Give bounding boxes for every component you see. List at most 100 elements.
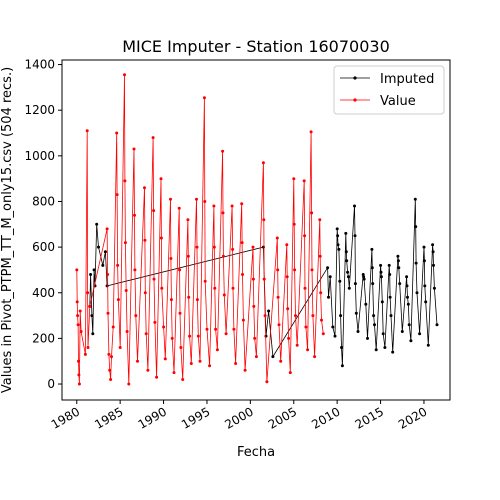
data-point [398, 282, 402, 286]
data-point [221, 149, 225, 153]
data-point [337, 247, 341, 251]
x-tick-label: 1980 [49, 404, 82, 431]
series-imputed [88, 197, 439, 368]
data-point [254, 355, 258, 359]
data-point [95, 222, 99, 226]
data-point [311, 314, 315, 318]
legend-imputed-marker [353, 76, 357, 80]
data-point [232, 327, 236, 331]
data-point [214, 327, 218, 331]
data-point [124, 289, 128, 292]
data-point [90, 314, 94, 318]
data-point [356, 330, 360, 333]
data-point [105, 227, 109, 231]
data-point [222, 293, 226, 297]
data-point [387, 263, 391, 267]
data-point [151, 136, 155, 140]
data-point [179, 346, 183, 349]
data-point [321, 332, 325, 336]
data-point [418, 332, 422, 336]
data-point [362, 275, 366, 279]
x-tick-label: 2000 [222, 404, 255, 431]
data-point [77, 373, 81, 377]
data-point [313, 355, 317, 359]
legend-value-label: Value [380, 94, 416, 109]
data-point [105, 284, 109, 288]
data-point [261, 161, 265, 165]
data-point [320, 318, 323, 322]
data-point [132, 147, 136, 151]
data-point [202, 96, 206, 100]
data-point [107, 352, 111, 356]
data-point [241, 273, 244, 276]
data-point [196, 334, 200, 338]
data-point [77, 382, 81, 386]
x-tick-label: 1995 [179, 404, 212, 431]
data-point [379, 263, 383, 267]
data-point [86, 346, 90, 349]
data-point [364, 302, 368, 306]
data-point [423, 284, 427, 288]
data-point [195, 197, 198, 201]
data-point [422, 245, 426, 249]
data-point [221, 254, 225, 258]
x-tick-label: 2020 [396, 404, 429, 431]
data-point [388, 273, 392, 276]
data-point [78, 309, 82, 313]
data-point [162, 325, 166, 329]
data-point [405, 275, 409, 279]
data-point [414, 261, 418, 265]
data-point [127, 382, 131, 386]
data-point [155, 375, 159, 379]
data-point [109, 378, 113, 381]
data-point [276, 295, 280, 299]
data-point [101, 263, 105, 267]
data-point [136, 359, 139, 363]
data-point [253, 336, 257, 340]
data-point [346, 275, 350, 279]
x-axis: 1980 1985 1990 1995 2000 2005 2010 2015 2020 [49, 400, 429, 432]
data-point [123, 179, 127, 183]
y-tick-label: 1000 [24, 149, 55, 163]
data-point [240, 241, 244, 245]
data-point [118, 346, 122, 349]
data-point [391, 350, 395, 354]
data-point [261, 245, 265, 249]
data-point [189, 362, 193, 365]
data-point [88, 304, 92, 308]
data-point [379, 270, 383, 274]
data-point [353, 282, 357, 286]
data-point [295, 343, 299, 347]
data-point [160, 286, 164, 290]
data-point [186, 254, 190, 258]
data-point [212, 245, 216, 249]
data-point [106, 273, 110, 276]
data-point [215, 348, 219, 352]
data-point [409, 339, 413, 343]
y-axis-label: Values in Pivot_PTPM_TT_M_only15.csv (50… [0, 67, 15, 393]
data-point [361, 273, 365, 276]
data-point [331, 325, 335, 329]
data-point [231, 286, 235, 290]
data-point [221, 211, 225, 215]
data-point [262, 218, 266, 222]
data-point [345, 259, 349, 263]
data-point [169, 298, 173, 302]
y-tick-label: 600 [32, 240, 55, 254]
data-point [383, 346, 387, 349]
data-point [344, 231, 348, 235]
data-point [178, 311, 182, 315]
data-point [133, 213, 136, 217]
data-point [241, 318, 245, 322]
data-point [327, 295, 330, 299]
data-point [92, 268, 96, 272]
data-point [424, 300, 428, 304]
data-point [319, 291, 323, 295]
data-point [181, 378, 185, 381]
data-point [396, 259, 400, 263]
data-point [76, 323, 80, 327]
legend: Imputed Value [333, 65, 445, 115]
x-tick-label: 2015 [353, 404, 386, 431]
data-point [212, 204, 216, 208]
data-point [111, 325, 115, 329]
